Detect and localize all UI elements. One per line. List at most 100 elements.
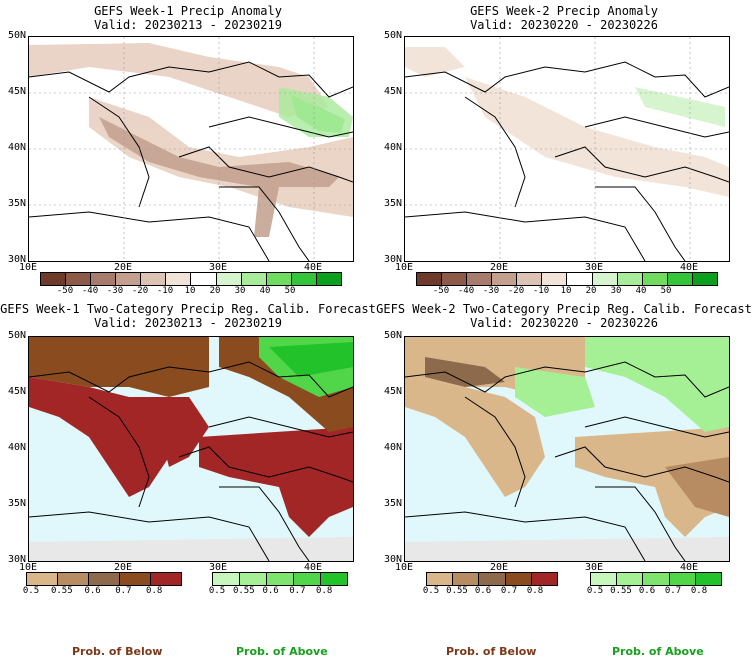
lon-label: 30E	[208, 262, 228, 273]
lat-label: 40N	[383, 142, 402, 153]
colorbar-swatch	[116, 273, 142, 285]
colorbar-swatch	[669, 573, 696, 585]
prob-below-title-left: Prob. of Below	[72, 645, 163, 658]
lat-label: 40N	[7, 142, 26, 153]
colorbar-swatch	[592, 273, 618, 285]
panel2-title: GEFS Week-2 Precip Anomaly Valid: 202302…	[470, 4, 658, 32]
colorbar-tick-label: 0.7	[289, 586, 306, 596]
colorbar-tick-label: 0.8	[146, 586, 163, 596]
lat-label: 45N	[7, 386, 26, 397]
colorbar-tick-label: -30	[482, 286, 500, 296]
colorbar-tick-label: 0.6	[262, 586, 279, 596]
lat-label: 50N	[383, 330, 402, 341]
colorbar-swatch	[89, 573, 120, 585]
lon-label: 40E	[303, 562, 323, 573]
colorbar-swatch	[191, 273, 217, 285]
lon-label: 20E	[489, 262, 509, 273]
lon-label: 40E	[679, 562, 699, 573]
colorbar-tick-label: 0.8	[690, 586, 708, 596]
colorbar-swatch	[120, 573, 151, 585]
colorbar-tick-label: -20	[507, 286, 525, 296]
colorbar-swatch	[643, 573, 670, 585]
lat-label: 30N	[383, 254, 402, 265]
lat-label: 40N	[383, 442, 402, 453]
colorbar-swatch	[531, 573, 558, 585]
colorbar-tick-label: 0.55	[50, 586, 73, 596]
colorbar-swatch	[692, 273, 717, 285]
colorbar-tick-label: 50	[660, 286, 672, 296]
map-week2-anomaly	[404, 36, 730, 262]
colorbar-tick-label: 10	[560, 286, 572, 296]
lat-label: 45N	[7, 86, 26, 97]
lat-label: 35N	[7, 498, 26, 509]
lon-label: 10E	[18, 562, 38, 573]
colorbar-tick-label: 20	[209, 286, 221, 296]
colorbar-swatch	[695, 573, 722, 585]
colorbar-tick-label: 20	[585, 286, 597, 296]
colorbar-swatch	[213, 573, 240, 585]
prob-below-colorbar-week1	[26, 572, 182, 586]
colorbar-tick-label: 0.5	[586, 586, 604, 596]
lat-label: 30N	[7, 554, 26, 565]
anomaly-colorbar-week2	[416, 272, 718, 286]
colorbar-swatch	[517, 273, 543, 285]
colorbar-swatch	[492, 273, 518, 285]
colorbar-tick-label: 0.55	[232, 586, 255, 596]
lon-label: 40E	[679, 262, 699, 273]
lon-label: 30E	[584, 262, 604, 273]
colorbar-tick-label: 0.8	[526, 586, 544, 596]
lon-label: 30E	[208, 562, 228, 573]
colorbar-swatch	[216, 273, 242, 285]
colorbar-tick-label: 0.7	[115, 586, 132, 596]
colorbar-tick-label: -40	[81, 286, 99, 296]
panel1-title: GEFS Week-1 Precip Anomaly Valid: 202302…	[94, 4, 282, 32]
colorbar-swatch	[542, 273, 568, 285]
lon-label: 20E	[113, 562, 133, 573]
colorbar-tick-label: 0.6	[638, 586, 656, 596]
lat-label: 50N	[7, 30, 26, 41]
colorbar-swatch	[141, 273, 167, 285]
lat-label: 40N	[7, 442, 26, 453]
lat-label: 35N	[383, 198, 402, 209]
prob-above-title-left: Prob. of Above	[236, 645, 328, 658]
colorbar-tick-label: 40	[259, 286, 271, 296]
colorbar-tick-label: 10	[184, 286, 196, 296]
map-week2-anomaly-svg	[405, 37, 729, 261]
map-week1-forecast-svg	[29, 337, 353, 561]
panel4-title: GEFS Week-2 Two-Category Precip Reg. Cal…	[376, 302, 752, 330]
colorbar-tick-label: 30	[234, 286, 246, 296]
colorbar-swatch	[166, 273, 192, 285]
colorbar-tick-label: 0.5	[208, 586, 226, 596]
panel3-title: GEFS Week-1 Two-Category Precip Reg. Cal…	[0, 302, 376, 330]
map-week1-anomaly-svg	[29, 37, 353, 261]
colorbar-tick-label: 40	[635, 286, 647, 296]
lon-label: 40E	[303, 262, 323, 273]
colorbar-swatch	[417, 273, 443, 285]
colorbar-tick-label: 50	[284, 286, 296, 296]
colorbar-swatch	[667, 273, 693, 285]
lat-label: 30N	[7, 254, 26, 265]
colorbar-tick-label: -40	[457, 286, 475, 296]
anomaly-colorbar-week1	[40, 272, 342, 286]
colorbar-tick-label: -50	[56, 286, 74, 296]
colorbar-tick-label: -30	[106, 286, 124, 296]
colorbar-swatch	[41, 273, 67, 285]
colorbar-tick-label: 0.55	[446, 586, 468, 596]
lat-label: 50N	[383, 30, 402, 41]
colorbar-swatch	[505, 573, 532, 585]
prob-above-colorbar-week2	[590, 572, 722, 586]
colorbar-swatch	[442, 273, 468, 285]
lat-label: 30N	[383, 554, 402, 565]
map-week2-forecast	[404, 336, 730, 562]
prob-below-colorbar-week2	[426, 572, 558, 586]
colorbar-swatch	[316, 273, 341, 285]
lon-label: 10E	[394, 262, 414, 273]
colorbar-swatch	[479, 573, 506, 585]
colorbar-tick-label: 0.8	[316, 586, 333, 596]
colorbar-tick-label: 0.6	[84, 586, 101, 596]
colorbar-tick-label: 0.7	[664, 586, 682, 596]
colorbar-swatch	[567, 273, 593, 285]
colorbar-swatch	[241, 273, 267, 285]
colorbar-swatch	[267, 573, 294, 585]
colorbar-swatch	[427, 573, 454, 585]
